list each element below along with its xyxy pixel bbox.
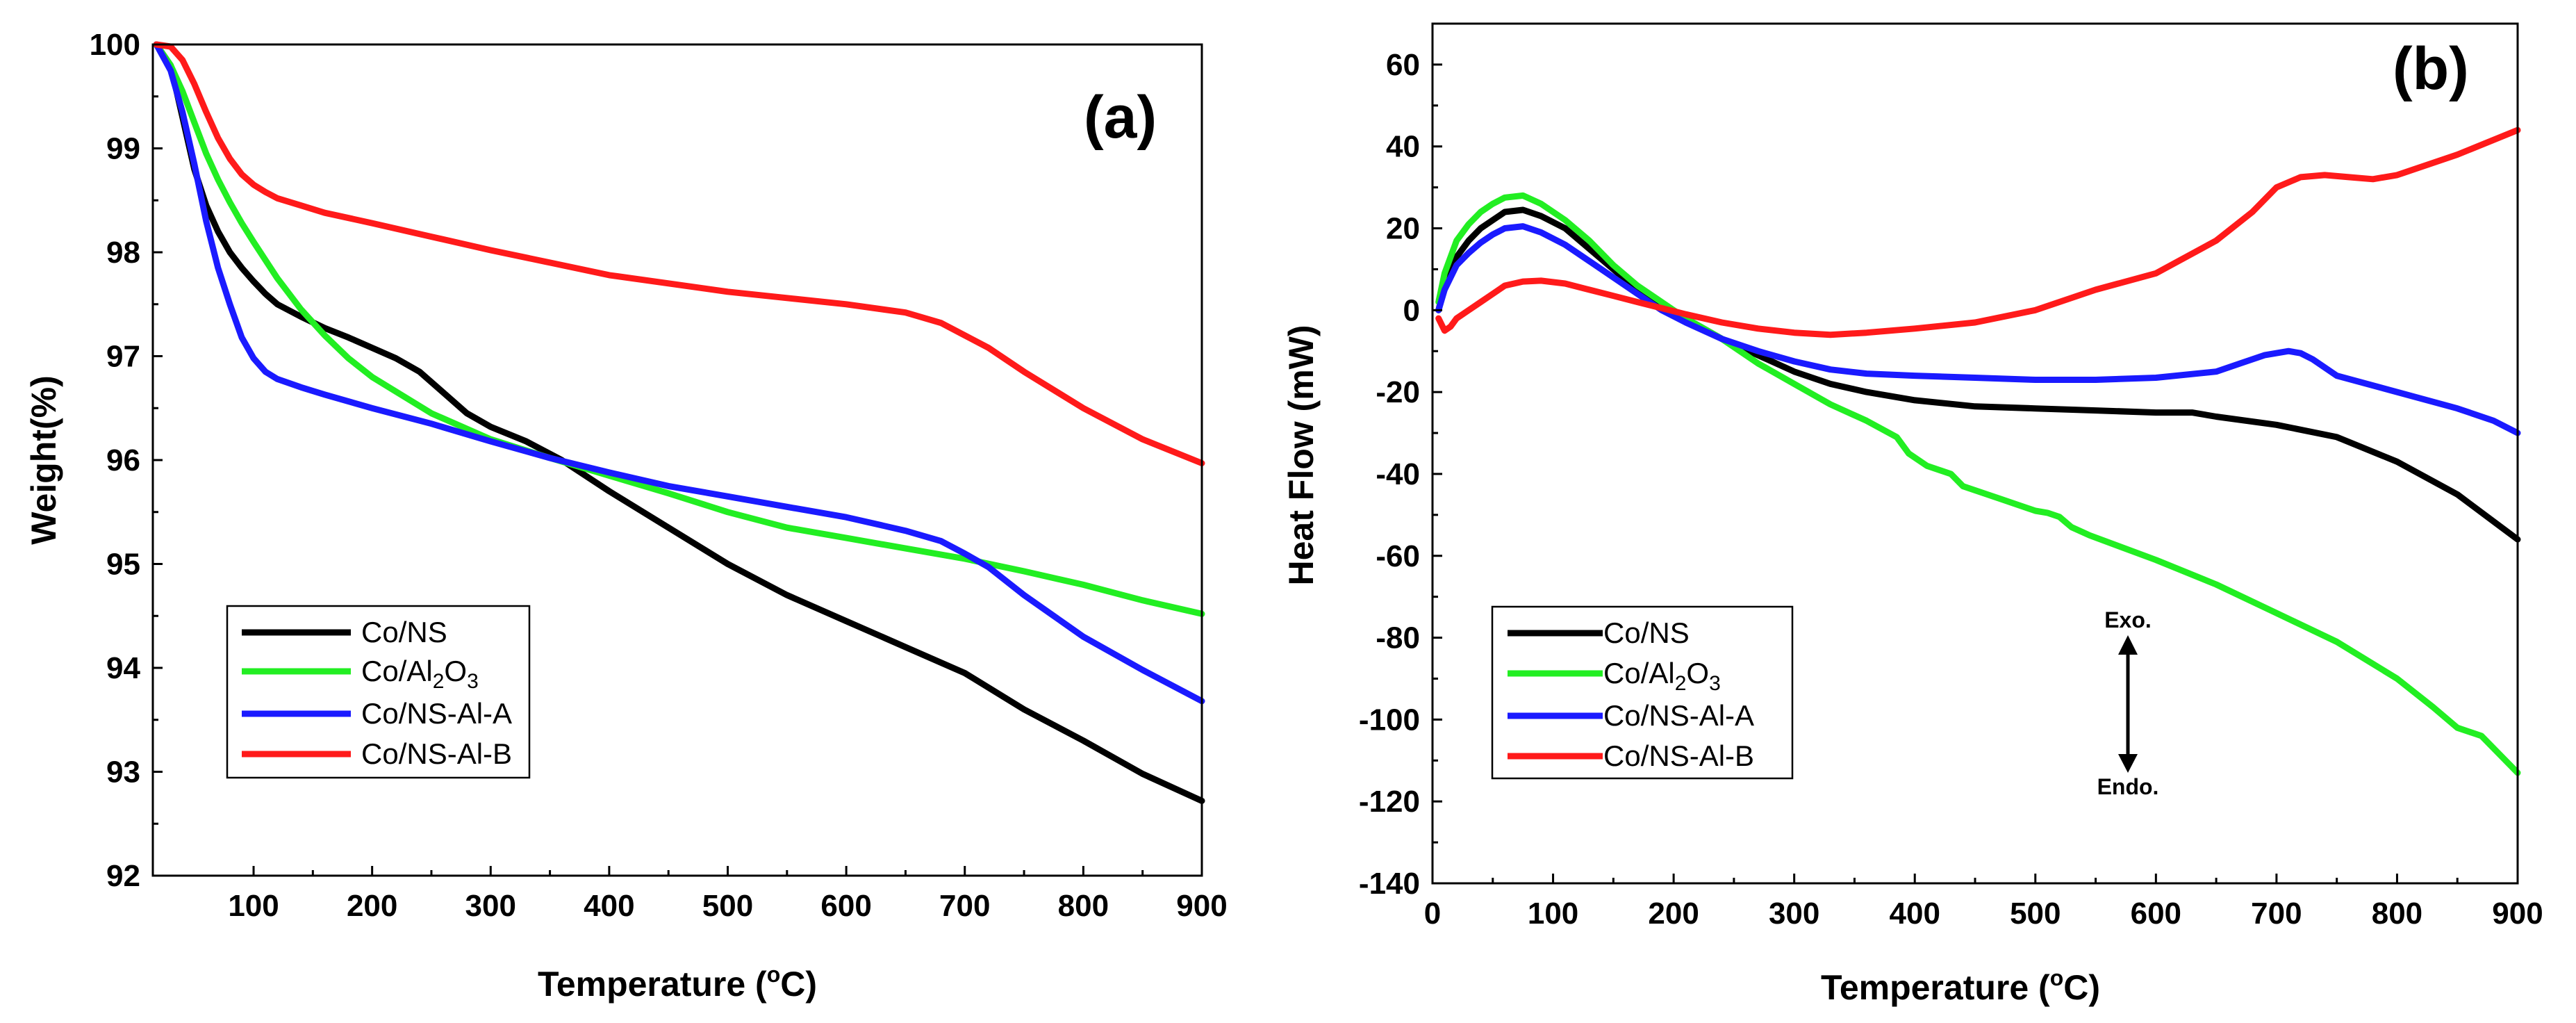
panel-a-y-tick-label: 92: [106, 859, 140, 893]
panel-b-x-tick-label: 500: [2010, 897, 2061, 931]
panel-a-x-tick-label: 200: [347, 889, 397, 923]
panel-a-y-tick-label: 93: [106, 755, 140, 789]
panel-a-series: [153, 41, 1205, 804]
panel-a-series-co-ns: [153, 41, 1205, 804]
arrow-down-icon: [2118, 754, 2138, 773]
panel-b-legend: Co/NS Co/Al2O3 Co/NS-Al-A Co/NS-Al-B: [1491, 605, 1794, 780]
panel-b-x-tick-label: 400: [1890, 897, 1940, 931]
panel-a-label: (a): [1084, 84, 1157, 151]
panel-b-x-tick-label: 200: [1648, 897, 1699, 931]
panel-b-y-tick-label: 20: [1386, 212, 1420, 246]
arrow-up-icon: [2118, 635, 2138, 655]
panel-a-x-tick-label: 700: [939, 889, 990, 923]
panel-b-y-tick-label: 0: [1403, 293, 1420, 327]
panel-b-ticks: 0 100 200 300 400 500 600 700 800 900-140-120-100…: [1359, 48, 2543, 931]
panel-a-series-co-ns-al-b: [153, 41, 1205, 466]
panel-b-label: (b): [2393, 35, 2469, 102]
panel-b-y-tick-label: -60: [1376, 539, 1420, 573]
panel-b-y-tick-label: -140: [1359, 867, 1420, 901]
panel-b-y-tick-label: -20: [1376, 375, 1420, 409]
panel-b-x-tick-label: 800: [2372, 897, 2422, 931]
panel-b-y-tick-label: -80: [1376, 621, 1420, 655]
panel-b-x-tick-label: 700: [2251, 897, 2302, 931]
panel-b-y-tick-label: -40: [1376, 457, 1420, 491]
panel-b-chart: 0 100 200 300 400 500 600 700 800 900-140-120-100…: [1282, 22, 2543, 1007]
exo-label: Exo.: [2104, 607, 2152, 632]
panel-a-y-tick-label: 94: [106, 651, 140, 685]
panel-b-x-tick-label: 900: [2492, 897, 2543, 931]
exo-endo-annotation: Exo. Endo.: [2097, 607, 2159, 799]
panel-a-legend-label-co-ns: Co/NS: [361, 616, 447, 648]
panel-a-legend-label-co-al2o3: Co/Al2O3: [361, 655, 479, 693]
panel-b-y-tick-label: -120: [1359, 785, 1420, 819]
panel-a-x-axis-title: Temperature (oC): [538, 962, 817, 1004]
panel-b-y-tick-label: 60: [1386, 48, 1420, 82]
panel-a-y-tick-label: 96: [106, 443, 140, 477]
panel-b-x-tick-label: 600: [2131, 897, 2181, 931]
panel-b-series-co-ns-al-a: [1435, 223, 2521, 436]
panel-b-legend-label-co-al2o3: Co/Al2O3: [1603, 657, 1721, 695]
panel-a-legend-label-co-ns-al-b: Co/NS-Al-B: [361, 737, 512, 770]
panel-b-legend-label-co-ns-al-b: Co/NS-Al-B: [1603, 739, 1754, 772]
panel-b-x-tick-label: 300: [1769, 897, 1819, 931]
panel-a-x-tick-label: 500: [702, 889, 753, 923]
panel-b-series-co-al2o3: [1435, 192, 2521, 776]
panel-a-legend-label-co-ns-al-a: Co/NS-Al-A: [361, 697, 512, 730]
panel-a-y-tick-label: 99: [106, 132, 140, 166]
panel-b-x-axis-title: Temperature (oC): [1821, 965, 2100, 1007]
panel-b-y-axis-title: Heat Flow (mW): [1282, 325, 1321, 586]
panel-b-x-tick-label: 100: [1528, 897, 1578, 931]
panel-b-series: [1435, 126, 2521, 776]
panel-a-x-tick-label: 100: [228, 889, 279, 923]
panel-b-legend-label-co-ns: Co/NS: [1603, 616, 1690, 649]
panel-b-series-co-ns-al-b: [1435, 126, 2521, 338]
endo-label: Endo.: [2097, 774, 2159, 799]
panel-a-y-axis-title: Weight(%): [24, 375, 63, 544]
panel-a-x-tick-label: 800: [1058, 889, 1109, 923]
panel-a-chart: 100 200 300 400 500 600 700 800 900 92 93 94 95 96 97 9…: [24, 28, 1228, 1004]
panel-a-y-tick-label: 98: [106, 236, 140, 270]
panel-a-x-tick-label: 300: [465, 889, 516, 923]
panel-a-ticks: 100 200 300 400 500 600 700 800 900 92 93 94 95 96 97 9…: [90, 28, 1228, 923]
panel-a-x-tick-label: 400: [584, 889, 634, 923]
panel-a-y-tick-label: 97: [106, 340, 140, 374]
panel-b-legend-label-co-ns-al-a: Co/NS-Al-A: [1603, 699, 1754, 732]
panel-b-y-tick-label: -100: [1359, 703, 1420, 737]
panel-a-x-tick-label: 600: [820, 889, 871, 923]
panel-a-y-tick-label: 100: [90, 28, 140, 62]
panel-a-series-co-al2o3: [153, 41, 1205, 617]
panel-a-legend: Co/NS Co/Al2O3 Co/NS-Al-A Co/NS-Al-B: [226, 605, 531, 779]
panel-a-series-co-ns-al-a: [153, 41, 1205, 705]
panel-b-y-tick-label: 40: [1386, 130, 1420, 164]
panel-a-y-tick-label: 95: [106, 548, 140, 582]
panel-a-x-tick-label: 900: [1176, 889, 1227, 923]
panel-b-x-tick-label: 0: [1424, 897, 1441, 931]
